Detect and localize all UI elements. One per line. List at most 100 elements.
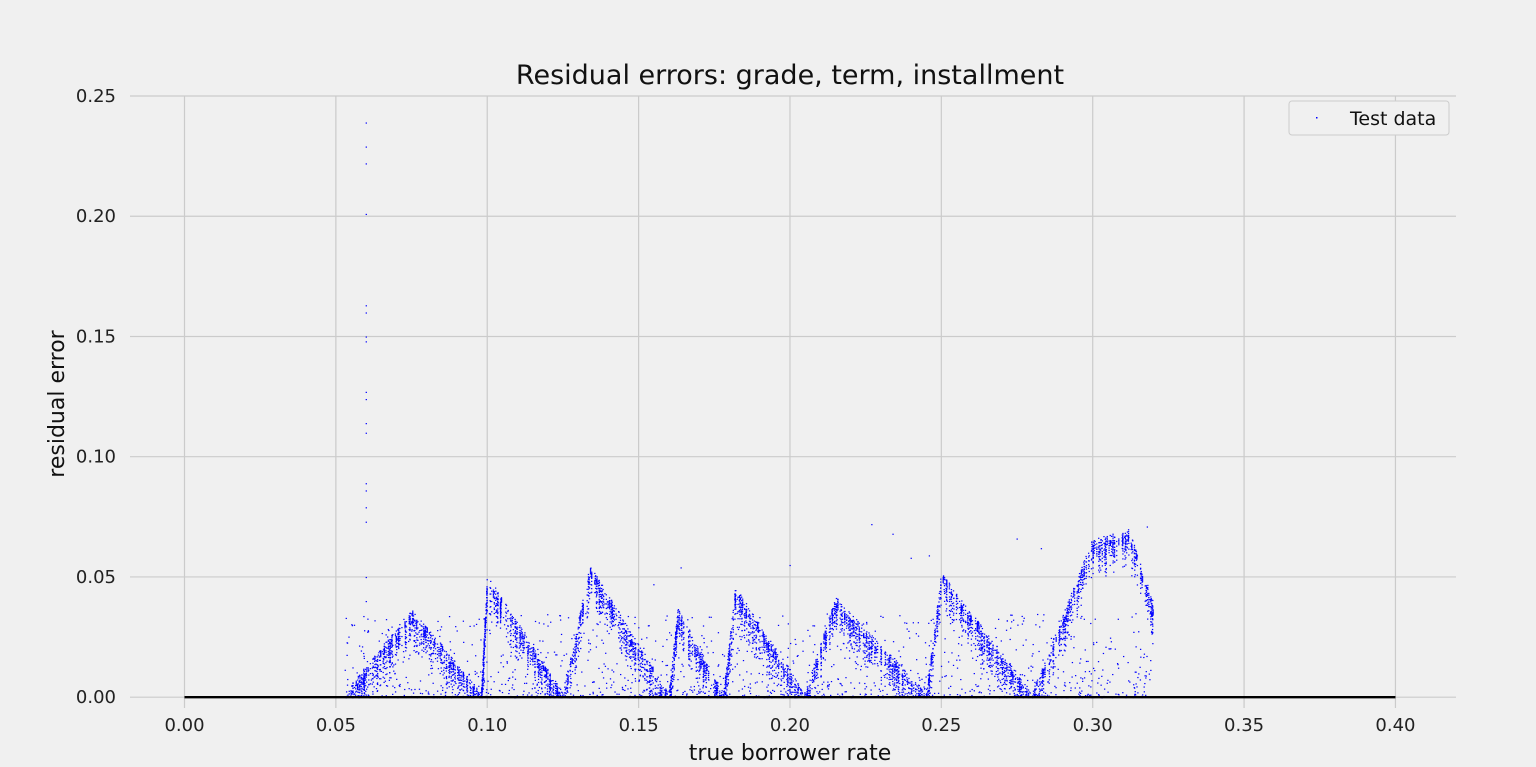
data-point <box>829 637 831 639</box>
data-point <box>500 605 502 607</box>
data-point <box>845 614 848 616</box>
data-point <box>707 676 710 679</box>
data-point <box>535 657 537 659</box>
data-point <box>936 622 938 624</box>
data-point <box>669 686 671 688</box>
data-point <box>762 635 764 637</box>
data-point <box>895 669 897 671</box>
data-point <box>466 683 468 685</box>
data-point <box>598 591 601 594</box>
data-point <box>888 660 890 662</box>
data-point <box>983 645 986 647</box>
data-point <box>903 678 906 681</box>
data-point <box>778 659 780 662</box>
data-point <box>518 637 520 639</box>
data-point <box>861 631 863 633</box>
data-point <box>983 650 985 653</box>
data-point <box>476 691 479 693</box>
data-point <box>544 693 546 695</box>
data-point <box>837 606 839 608</box>
data-point <box>483 648 485 650</box>
data-point <box>898 670 900 672</box>
data-point <box>448 658 450 660</box>
data-point <box>783 676 785 678</box>
data-point <box>848 616 850 618</box>
data-point <box>574 652 576 654</box>
data-point <box>549 673 551 675</box>
data-point <box>825 627 828 630</box>
data-point <box>377 665 379 667</box>
data-point <box>600 596 603 598</box>
data-point <box>514 655 516 657</box>
data-point <box>750 627 752 629</box>
data-point <box>799 688 801 690</box>
data-point <box>815 666 817 668</box>
data-point <box>859 631 861 633</box>
data-point <box>606 601 609 603</box>
data-point <box>870 637 873 639</box>
data-point <box>763 641 765 643</box>
data-point <box>618 624 620 626</box>
data-point <box>719 692 721 694</box>
data-point <box>499 622 502 624</box>
data-point <box>448 661 450 664</box>
data-point <box>787 676 789 679</box>
data-point <box>372 673 374 675</box>
data-point <box>928 675 930 677</box>
data-point <box>569 661 572 663</box>
data-point <box>426 634 428 636</box>
data-point <box>383 663 386 665</box>
data-point <box>659 683 661 686</box>
data-point <box>391 656 393 658</box>
data-point <box>691 643 694 645</box>
data-point <box>952 602 955 604</box>
data-point <box>767 643 769 645</box>
data-point <box>438 653 440 655</box>
data-point <box>734 598 736 601</box>
data-point <box>515 639 518 641</box>
data-point <box>377 660 379 662</box>
data-point <box>594 580 596 582</box>
data-point <box>705 679 707 681</box>
data-point <box>895 665 897 667</box>
data-point <box>389 651 391 654</box>
data-point <box>682 632 685 635</box>
data-point <box>858 646 860 648</box>
data-point <box>1010 687 1012 689</box>
data-point <box>399 643 401 645</box>
data-point <box>734 596 736 598</box>
data-point <box>635 647 637 649</box>
data-point <box>869 648 871 650</box>
data-point <box>594 575 596 578</box>
data-point <box>730 653 732 655</box>
data-point <box>374 659 376 661</box>
data-point <box>423 632 426 634</box>
data-point <box>772 650 774 652</box>
data-point <box>1024 687 1027 689</box>
data-point <box>457 671 459 673</box>
data-point <box>396 652 398 654</box>
data-point <box>598 598 600 601</box>
data-point <box>728 659 730 661</box>
data-point <box>396 639 398 641</box>
data-point <box>1002 661 1005 663</box>
data-point <box>484 629 487 631</box>
data-point <box>612 617 614 619</box>
data-point <box>626 644 628 646</box>
data-point <box>412 615 414 617</box>
data-point <box>459 682 461 684</box>
data-point <box>466 690 469 692</box>
data-point <box>669 684 671 686</box>
data-point <box>988 658 990 660</box>
data-point <box>622 623 624 626</box>
data-point <box>763 643 765 645</box>
data-point <box>822 649 825 651</box>
data-point <box>893 684 896 686</box>
data-point <box>451 662 453 665</box>
data-point <box>493 597 496 600</box>
data-point <box>998 673 1000 675</box>
data-point <box>714 693 716 695</box>
data-point <box>405 631 408 633</box>
data-point <box>814 677 816 679</box>
data-point <box>582 613 584 615</box>
